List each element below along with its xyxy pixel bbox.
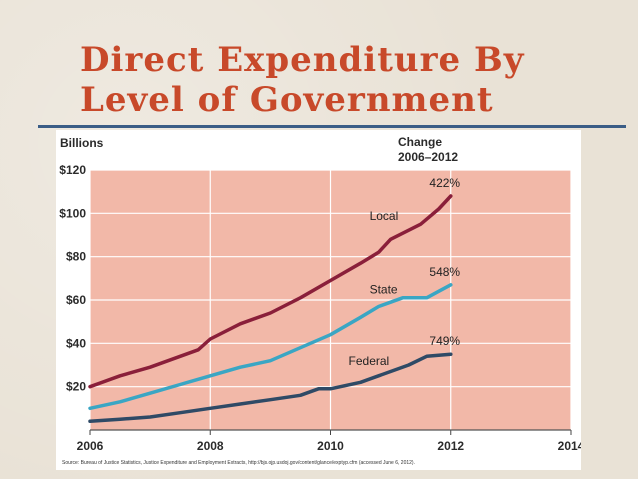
change-header-line-2: 2006–2012 bbox=[398, 150, 458, 164]
y-axis-label: Billions bbox=[60, 136, 104, 150]
series-label-local: Local bbox=[370, 209, 399, 223]
change-label-local: 422% bbox=[429, 176, 460, 190]
label-layer: $120 $100 $80 $60 $40 $20 2006 2008 2010 2012 2014… bbox=[59, 135, 581, 453]
expenditure-chart: $120 $100 $80 $60 $40 $20 2006 2008 2010 2012 2014… bbox=[59, 135, 581, 453]
y-tick-label: $60 bbox=[66, 293, 86, 307]
x-tick-label: 2012 bbox=[437, 439, 464, 453]
chart-frame: $120 $100 $80 $60 $40 $20 2006 2008 2010 2012 2014… bbox=[56, 130, 581, 470]
y-tick-label: $20 bbox=[66, 380, 86, 394]
change-label-state: 548% bbox=[429, 265, 460, 279]
x-tick-label: 2008 bbox=[197, 439, 224, 453]
series-line-local bbox=[88, 194, 453, 389]
series-label-state: State bbox=[370, 283, 398, 297]
y-tick-label: $80 bbox=[66, 250, 86, 264]
title-divider bbox=[38, 125, 626, 128]
slide-title: Direct Expenditure By Level of Governmen… bbox=[80, 40, 600, 120]
y-tick-label: $40 bbox=[66, 336, 86, 350]
x-tick-label: 2010 bbox=[317, 439, 344, 453]
series-line-state bbox=[88, 283, 453, 411]
y-tick-label: $100 bbox=[59, 206, 86, 220]
series-layer bbox=[88, 194, 453, 424]
y-tick-label: $120 bbox=[59, 163, 86, 177]
grid-layer bbox=[89, 169, 572, 435]
source-note: Source: Bureau of Justice Statistics, Ju… bbox=[62, 460, 415, 466]
change-label-federal: 749% bbox=[429, 334, 460, 348]
change-header-line-1: Change bbox=[398, 135, 442, 149]
title-line-1: Direct Expenditure By bbox=[80, 40, 525, 80]
x-tick-label: 2006 bbox=[77, 439, 104, 453]
title-line-2: Level of Government bbox=[80, 80, 494, 120]
x-tick-label: 2014 bbox=[558, 439, 581, 453]
series-label-federal: Federal bbox=[349, 354, 390, 368]
series-line-federal bbox=[88, 352, 453, 424]
